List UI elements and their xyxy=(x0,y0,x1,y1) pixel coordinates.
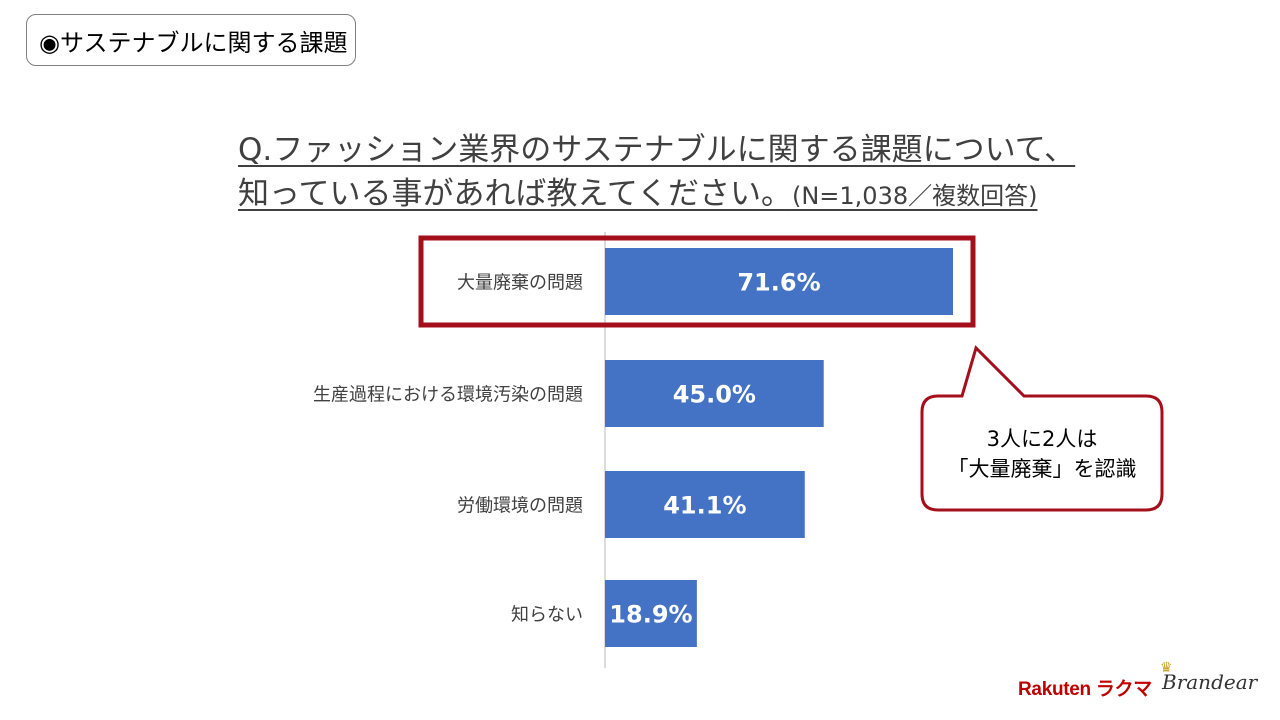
callout-line-1: 3人に2人は xyxy=(986,427,1098,451)
bar-0 xyxy=(605,248,953,315)
question-line-2-text: 知っている事があれば教えてください。 xyxy=(238,176,792,212)
callout-text: 3人に2人は 「大量廃棄」を認識 xyxy=(922,424,1162,484)
section-label: ◉サステナブルに関する課題 xyxy=(26,14,356,66)
brandear-logo: Brandear xyxy=(1162,670,1258,694)
bar-2 xyxy=(605,471,805,538)
bar-3 xyxy=(605,580,697,647)
category-label-3: 知らない xyxy=(511,605,583,626)
section-label-text: ◉サステナブルに関する課題 xyxy=(39,28,348,57)
data-label-0: 71.6% xyxy=(737,269,820,297)
data-label-2: 41.1% xyxy=(663,492,746,520)
question-line-2: 知っている事があれば教えてください。(N=1,038／複数回答) xyxy=(238,172,1138,218)
bar-1 xyxy=(605,360,824,427)
highlight-box xyxy=(418,235,976,328)
crown-icon: ♛ xyxy=(1160,660,1173,676)
question-note: (N=1,038／複数回答) xyxy=(791,182,1038,210)
data-label-1: 45.0% xyxy=(673,381,756,409)
question-line-1-text: Q.ファッション業界のサステナブルに関する課題について、 xyxy=(238,132,1076,168)
question-line-1: Q.ファッション業界のサステナブルに関する課題について、 xyxy=(238,128,1138,172)
category-label-2: 労働環境の問題 xyxy=(457,496,583,517)
callout-line-2: 「大量廃棄」を認識 xyxy=(947,457,1137,481)
rakuten-logo: Rakuten ラクマ xyxy=(1018,679,1152,700)
callout-bubble xyxy=(920,345,1164,512)
category-label-0: 大量廃棄の問題 xyxy=(457,273,583,294)
question-title: Q.ファッション業界のサステナブルに関する課題について、 知っている事があれば教… xyxy=(238,128,1138,218)
data-label-3: 18.9% xyxy=(609,601,692,629)
category-label-1: 生産過程における環境汚染の問題 xyxy=(313,385,583,406)
